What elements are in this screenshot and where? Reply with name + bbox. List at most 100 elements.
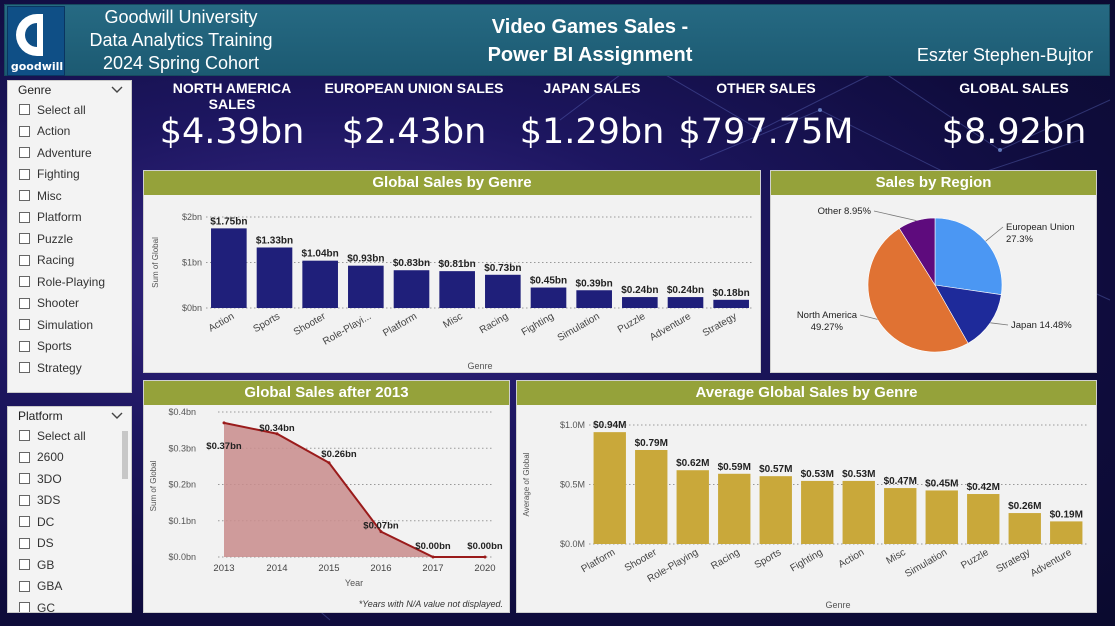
x-axis-label: Genre [825,600,850,610]
global-sales-by-genre-panel: Global Sales by Genre $0bn $1bn $2bn $1.75b… [143,170,761,373]
genre-slicer-item-label: Action [37,124,71,139]
genre-slicer-item[interactable]: Adventure [8,142,131,164]
sales-by-region-title: Sales by Region [771,171,1096,195]
checkbox[interactable] [19,297,30,309]
checkbox[interactable] [19,494,30,506]
data-label: $0.37bn [206,441,242,452]
x-tick-label: Shooter [292,311,328,338]
x-axis-label: Genre [467,361,492,371]
kpi-value-north-america: $4.39bn [159,112,305,152]
checkbox[interactable] [19,211,30,223]
checkbox[interactable] [19,254,30,266]
sales-by-region-panel: Sales by Region European Union 27.3% Japan… [770,170,1097,373]
checkbox[interactable] [19,168,30,180]
platform-slicer-item-label: DC [37,514,55,529]
x-tick-label: Simulation [903,547,949,580]
checkbox[interactable] [19,233,30,245]
platform-slicer-scrollbar[interactable] [122,431,128,479]
genre-slicer-item-label: Sports [37,339,72,354]
bar [884,488,917,544]
series-line [223,421,485,558]
data-label: $0.47M [884,476,917,487]
checkbox[interactable] [19,147,30,159]
platform-slicer-item[interactable]: DS [8,533,131,555]
x-tick-label: Puzzle [616,311,648,336]
checkbox[interactable] [19,602,30,612]
genre-slicer-item-label: Fighting [37,167,80,182]
genre-slicer-item[interactable]: Racing [8,250,131,272]
genre-slicer-item[interactable]: Platform [8,207,131,229]
checkbox[interactable] [19,125,30,137]
platform-slicer-item[interactable]: GB [8,554,131,576]
platform-slicer-item[interactable]: GBA [8,576,131,598]
x-tick-label: 2015 [318,563,339,574]
checkbox[interactable] [19,451,30,463]
page-title-line-1: Video Games Sales - [491,16,689,38]
author-name: Eszter Stephen-Bujtor [916,45,1093,65]
checkbox[interactable] [19,430,30,442]
genre-slicer-item[interactable]: Simulation [8,314,131,336]
chevron-down-icon[interactable] [111,84,123,94]
genre-slicer-item[interactable]: Fighting [8,164,131,186]
bar [635,449,668,544]
bar [622,297,658,308]
platform-slicer-item-label: GB [37,557,55,572]
genre-slicer-item[interactable]: Shooter [8,293,131,315]
x-tick-label: Adventure [1029,547,1074,580]
kpi-value-global: $8.92bn [941,112,1087,152]
bar [842,480,875,544]
y-tick-label: $0.0M [560,539,585,549]
genre-slicer-item[interactable]: Misc [8,185,131,207]
genre-slicer-item[interactable]: Sports [8,336,131,358]
checkbox[interactable] [19,362,30,374]
platform-slicer-item[interactable]: 3DO [8,468,131,490]
checkbox[interactable] [19,559,30,571]
data-point [275,432,279,436]
checkbox[interactable] [19,516,30,528]
platform-slicer-item[interactable]: 3DS [8,490,131,512]
bar [759,476,792,544]
x-tick-label: Platform [381,311,419,339]
genre-slicer-item-label: Racing [37,253,75,268]
pie-label: North America [797,310,858,321]
kpi-value-other: $797.75M [678,112,854,152]
data-point [431,555,435,559]
x-tick-label: Racing [709,547,741,572]
bar [1008,513,1041,544]
genre-slicer-item[interactable]: Puzzle [8,228,131,250]
genre-slicer-item[interactable]: Action [8,121,131,143]
checkbox[interactable] [19,276,30,288]
pie-label: Other 8.95% [818,206,872,217]
checkbox[interactable] [19,473,30,485]
genre-slicer-item[interactable]: Select all [8,99,131,121]
checkbox[interactable] [19,104,30,116]
bar [801,480,834,544]
platform-slicer-item[interactable]: DC [8,511,131,533]
checkbox[interactable] [19,537,30,549]
data-label: $0.00bn [415,541,451,552]
x-tick-label: 2016 [370,563,391,574]
data-point [483,555,487,559]
leader-line [859,314,878,320]
x-tick-label: 2017 [422,563,443,574]
kpi-label-japan: JAPAN SALES [543,80,641,96]
platform-slicer-item[interactable]: GC [8,597,131,613]
genre-slicer-item[interactable]: Role-Playing [8,271,131,293]
platform-slicer-item[interactable]: 2600 [8,447,131,469]
data-label: $0.57M [759,464,792,475]
genre-slicer-item[interactable]: Strategy [8,357,131,379]
platform-slicer-item-label: GC [37,600,55,613]
checkbox[interactable] [19,340,30,352]
checkbox[interactable] [19,190,30,202]
platform-slicer-item-label: 2600 [37,450,64,465]
x-tick-label: Misc [441,311,464,331]
page-title: Video Games Sales - Power BI Assignment [435,13,745,69]
checkbox[interactable] [19,580,30,592]
y-axis-label: Sum of Global [151,237,160,288]
checkbox[interactable] [19,319,30,331]
leader-line [990,322,1009,326]
chevron-down-icon[interactable] [111,410,123,420]
y-tick-label: $0.0bn [168,552,196,562]
data-point [222,421,226,425]
platform-slicer-item[interactable]: Select all [8,425,131,447]
